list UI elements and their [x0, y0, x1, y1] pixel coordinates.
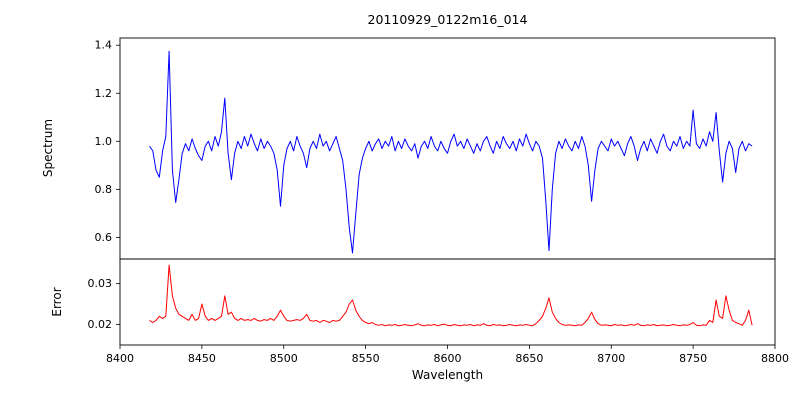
x-tick-label: 8550 — [352, 352, 380, 365]
x-tick-label: 8650 — [515, 352, 543, 365]
y-tick-label: 0.8 — [95, 183, 113, 196]
y-tick-label: 1.0 — [95, 135, 113, 148]
chart-title: 20110929_0122m16_014 — [367, 12, 528, 27]
x-axis-label: Wavelength — [411, 368, 484, 382]
x-tick-label: 8800 — [761, 352, 789, 365]
x-tick-label: 8750 — [679, 352, 707, 365]
x-tick-label: 8700 — [597, 352, 625, 365]
spectrum-line — [149, 50, 753, 254]
y-tick-label: 0.02 — [88, 318, 113, 331]
x-tick-label: 8500 — [270, 352, 298, 365]
x-tick-label: 8400 — [106, 352, 134, 365]
y-tick-label: 1.2 — [95, 87, 113, 100]
error-y-axis-label: Error — [50, 287, 64, 317]
y-tick-label: 1.4 — [95, 39, 113, 52]
panel-spine — [119, 258, 776, 346]
x-tick-label: 8450 — [188, 352, 216, 365]
panel-spine — [119, 37, 776, 260]
x-tick-label: 8600 — [434, 352, 462, 365]
y-tick-label: 0.6 — [95, 231, 113, 244]
spectrum-y-axis-label: Spectrum — [41, 118, 55, 178]
y-tick-label: 0.03 — [88, 277, 113, 290]
error-line — [149, 264, 753, 327]
